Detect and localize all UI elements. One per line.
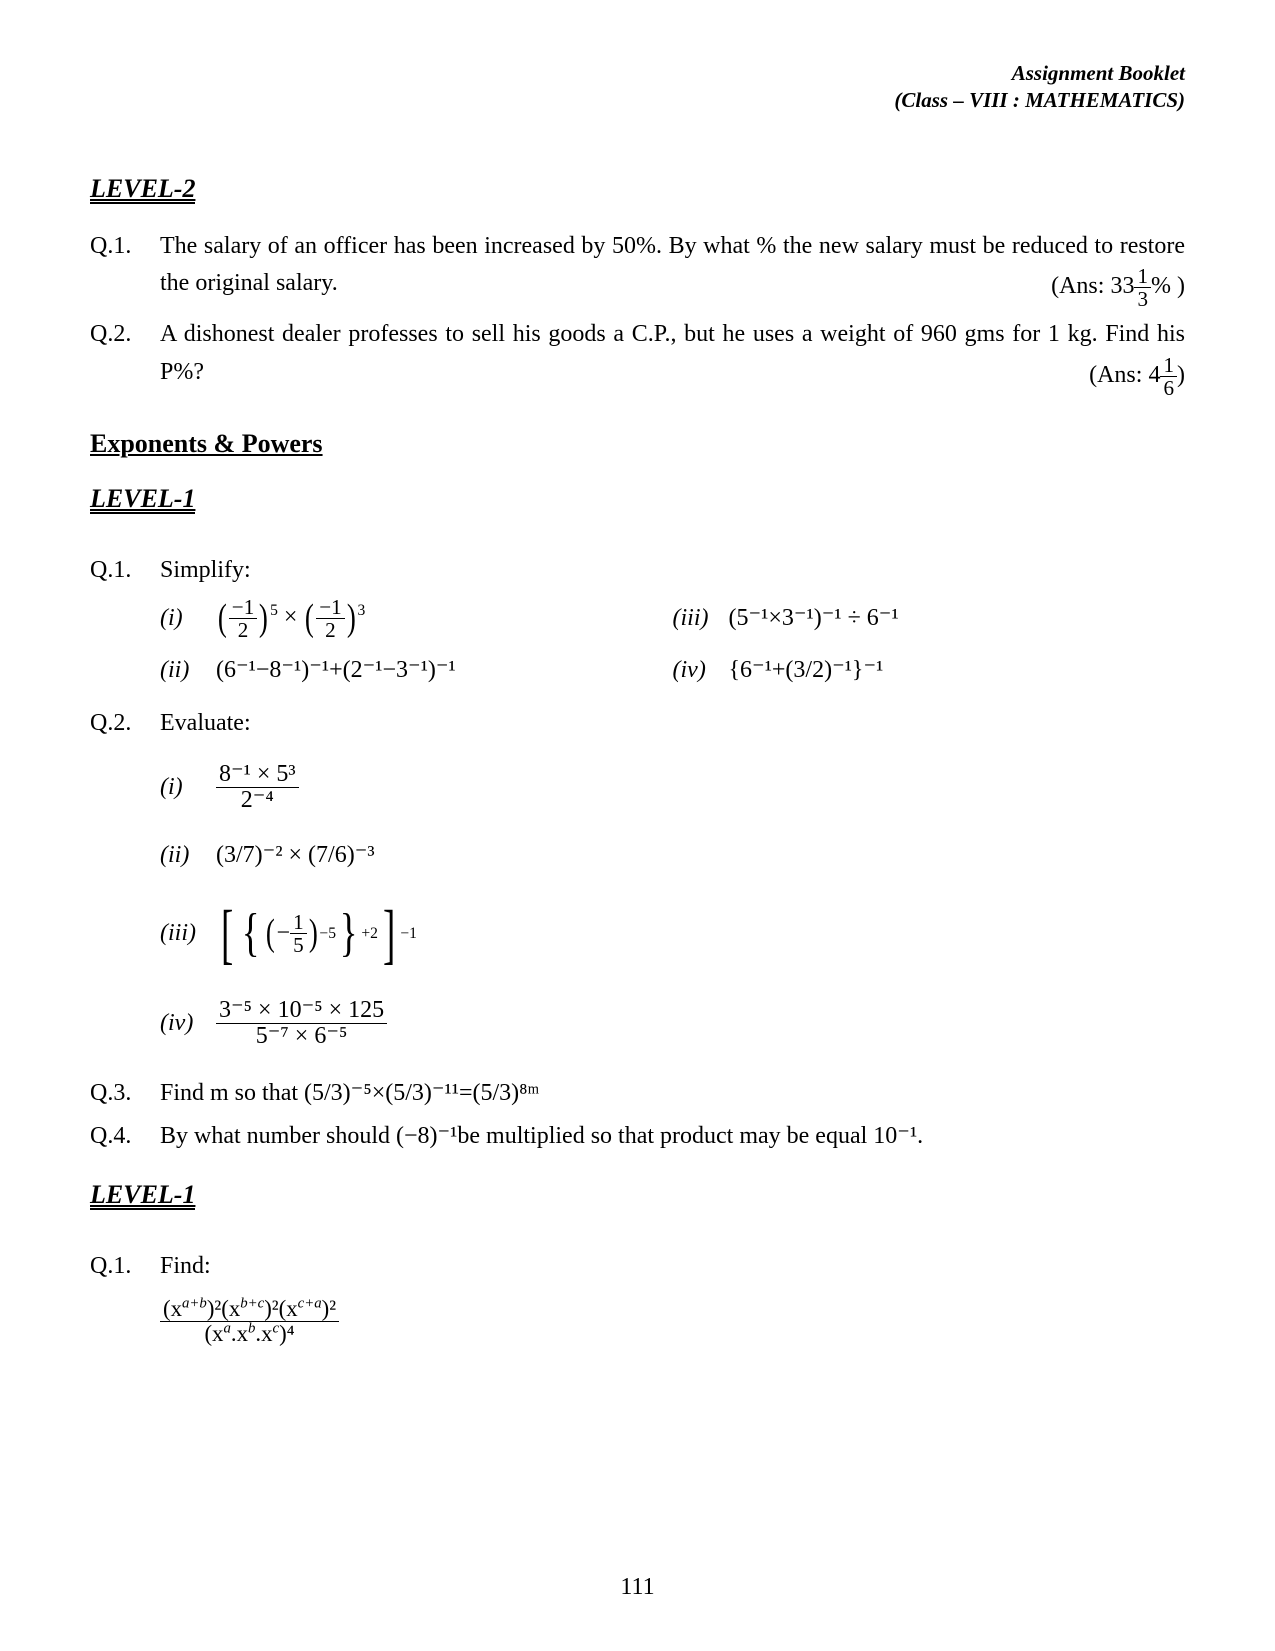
expr: (6⁻¹−8⁻¹)⁻¹+(2⁻¹−3⁻¹)⁻¹: [216, 652, 456, 689]
expr: (−12)5 × (−12)3: [216, 596, 365, 641]
q2-ii: (ii) (3/7)⁻² × (7/6)⁻³: [160, 833, 1185, 879]
q-answer: (Ans: 3313% ): [1051, 265, 1185, 310]
q-body: Find: (xa+b)²(xb+c)²(xc+a)² (xa.xb.xc)⁴: [160, 1248, 1185, 1346]
level1-heading: LEVEL-1: [90, 485, 195, 514]
exp-q3: Q.3. Find m so that (5/3)⁻⁵×(5/3)⁻¹¹=(5/…: [90, 1075, 1185, 1112]
expr: {6⁻¹+(3/2)⁻¹}⁻¹: [729, 652, 884, 689]
expr: 8⁻¹ × 5³ 2⁻⁴: [216, 762, 299, 813]
q-body: By what number should (−8)⁻¹be multiplie…: [160, 1118, 1185, 1155]
l1b-q1: Q.1. Find: (xa+b)²(xb+c)²(xc+a)² (xa.xb.…: [90, 1248, 1185, 1346]
q1-i: (i) (−12)5 × (−12)3: [160, 595, 665, 641]
q-answer: (Ans: 416): [1089, 354, 1185, 399]
q-text: Find m so that (5/3)⁻⁵×(5/3)⁻¹¹=(5/3)⁸ᵐ: [160, 1075, 1185, 1112]
q2-iii: (iii) [ { (−15)−5 }+2 ]−1: [160, 889, 1185, 979]
q2-iv: (iv) 3⁻⁵ × 10⁻⁵ × 125 5⁻⁷ × 6⁻⁵: [160, 989, 1185, 1059]
q-number: Q.1.: [90, 1248, 160, 1346]
expr: (xa+b)²(xb+c)²(xc+a)² (xa.xb.xc)⁴: [160, 1297, 339, 1346]
q-text: A dishonest dealer professes to sell his…: [160, 321, 1185, 384]
q-text: The salary of an officer has been increa…: [160, 233, 1185, 296]
level1b-heading: LEVEL-1: [90, 1181, 195, 1210]
q-title: Evaluate:: [160, 710, 251, 736]
l2-q1: Q.1. The salary of an officer has been i…: [90, 228, 1185, 311]
q-body: Evaluate: (i) 8⁻¹ × 5³ 2⁻⁴ (ii) (3/7)⁻² …: [160, 705, 1185, 1068]
page-header: Assignment Booklet (Class – VIII : MATHE…: [90, 60, 1185, 115]
q-body: A dishonest dealer professes to sell his…: [160, 316, 1185, 399]
page-number: 111: [0, 1574, 1275, 1601]
q-number: Q.1.: [90, 552, 160, 699]
header-line1: Assignment Booklet: [90, 60, 1185, 87]
q-body: The salary of an officer has been increa…: [160, 228, 1185, 311]
expr: [ { (−15)−5 }+2 ]−1: [216, 910, 417, 957]
q-title: Find:: [160, 1253, 211, 1279]
q-title: Simplify:: [160, 557, 251, 583]
expr: 3⁻⁵ × 10⁻⁵ × 125 5⁻⁷ × 6⁻⁵: [216, 998, 387, 1049]
exponents-heading: Exponents & Powers: [90, 429, 323, 459]
q-number: Q.3.: [90, 1075, 160, 1112]
exp-q1: Q.1. Simplify: (i) (−12)5 × (−12)3 (ii): [90, 552, 1185, 699]
q1-iv: (iv) {6⁻¹+(3/2)⁻¹}⁻¹: [673, 647, 1178, 693]
l2-q2: Q.2. A dishonest dealer professes to sel…: [90, 316, 1185, 399]
q-number: Q.2.: [90, 316, 160, 399]
level2-heading: LEVEL-2: [90, 175, 195, 204]
exp-q2: Q.2. Evaluate: (i) 8⁻¹ × 5³ 2⁻⁴ (ii) (3/…: [90, 705, 1185, 1068]
q-number: Q.1.: [90, 228, 160, 311]
q1-iii: (iii) (5⁻¹×3⁻¹)⁻¹ ÷ 6⁻¹: [673, 595, 1178, 641]
q1-ii: (ii) (6⁻¹−8⁻¹)⁻¹+(2⁻¹−3⁻¹)⁻¹: [160, 647, 665, 693]
expr: (3/7)⁻² × (7/6)⁻³: [216, 837, 375, 874]
q-number: Q.4.: [90, 1118, 160, 1155]
exp-q4: Q.4. By what number should (−8)⁻¹be mult…: [90, 1118, 1185, 1155]
header-line2: (Class – VIII : MATHEMATICS): [90, 87, 1185, 114]
expr: (5⁻¹×3⁻¹)⁻¹ ÷ 6⁻¹: [729, 600, 899, 637]
q-body: Simplify: (i) (−12)5 × (−12)3 (ii) (6⁻¹−…: [160, 552, 1185, 699]
q-number: Q.2.: [90, 705, 160, 1068]
q2-i: (i) 8⁻¹ × 5³ 2⁻⁴: [160, 753, 1185, 823]
